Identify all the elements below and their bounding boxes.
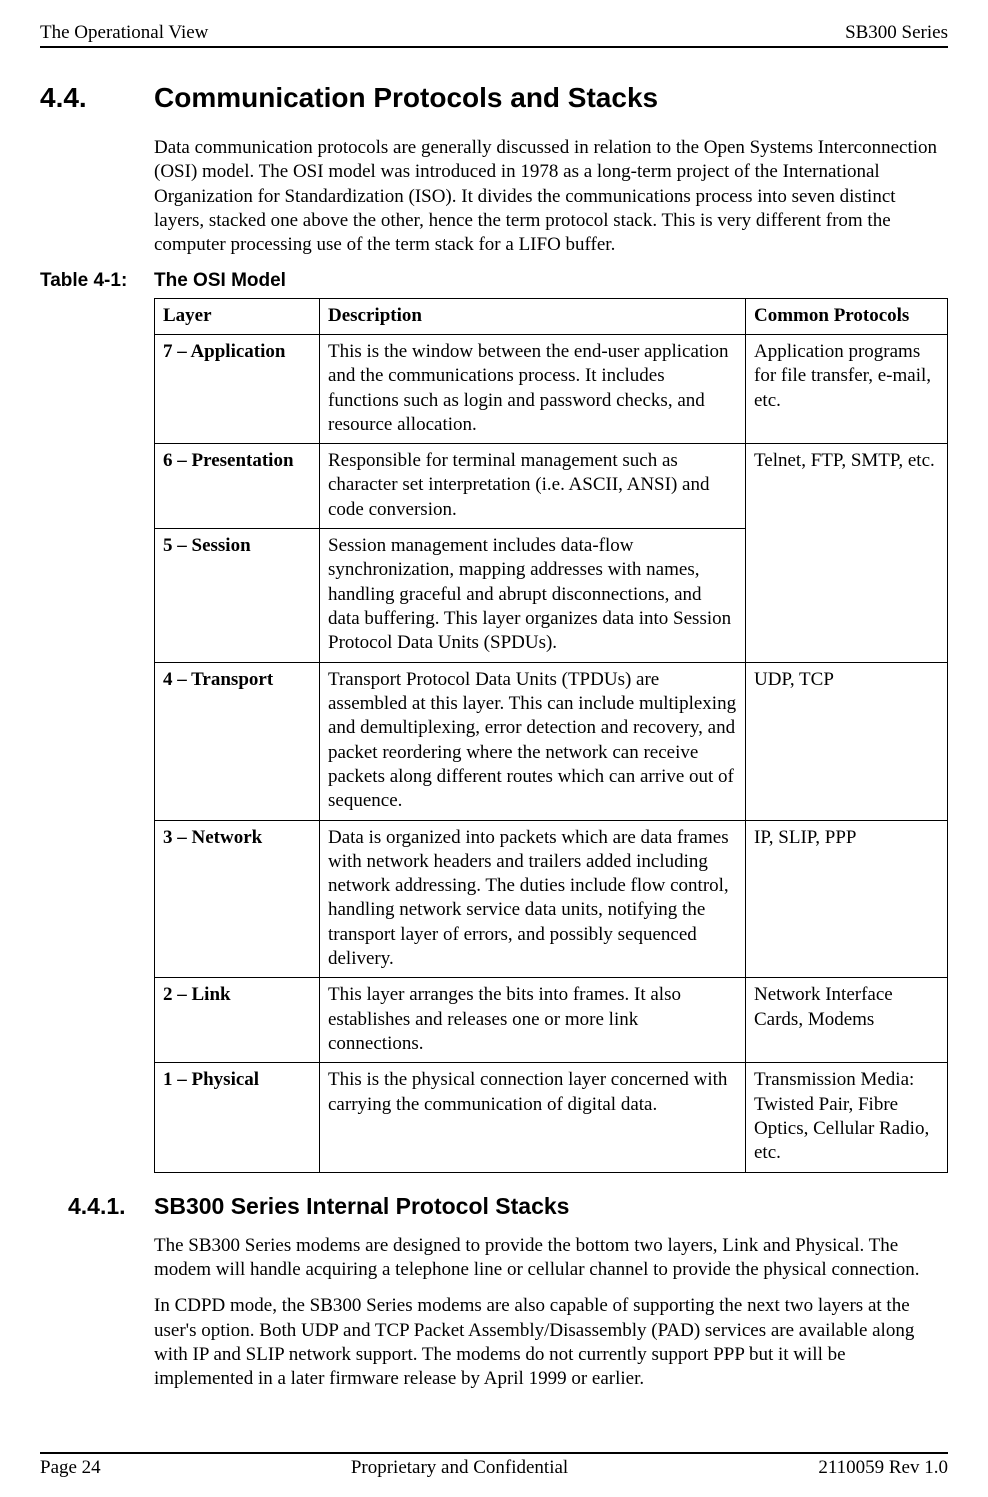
osi-table: Layer Description Common Protocols 7 – A… xyxy=(154,298,948,1173)
cell-description: Session management includes data-flow sy… xyxy=(320,529,746,663)
table-row: 3 – NetworkData is organized into packet… xyxy=(155,820,948,978)
cell-description: Responsible for terminal management such… xyxy=(320,444,746,529)
subsection-number: 4.4.1. xyxy=(40,1193,154,1220)
footer-right: 2110059 Rev 1.0 xyxy=(818,1457,948,1479)
cell-layer: 6 – Presentation xyxy=(155,444,320,529)
cell-layer: 1 – Physical xyxy=(155,1063,320,1172)
header-left: The Operational View xyxy=(40,22,208,44)
cell-description: Data is organized into packets which are… xyxy=(320,820,746,978)
cell-layer: 4 – Transport xyxy=(155,662,320,820)
table-row: 6 – PresentationResponsible for terminal… xyxy=(155,444,948,529)
cell-protocols: Telnet, FTP, SMTP, etc. xyxy=(746,444,948,663)
footer-center: Proprietary and Confidential xyxy=(351,1457,568,1479)
col-protocols: Common Protocols xyxy=(746,298,948,334)
table-row: 2 – LinkThis layer arranges the bits int… xyxy=(155,978,948,1063)
page-header: The Operational View SB300 Series xyxy=(40,22,948,48)
table-row: 4 – TransportTransport Protocol Data Uni… xyxy=(155,662,948,820)
cell-description: Transport Protocol Data Units (TPDUs) ar… xyxy=(320,662,746,820)
cell-layer: 2 – Link xyxy=(155,978,320,1063)
section-intro: Data communication protocols are general… xyxy=(154,136,940,258)
subsection-title: SB300 Series Internal Protocol Stacks xyxy=(154,1193,569,1220)
cell-protocols: Network Interface Cards, Modems xyxy=(746,978,948,1063)
header-right: SB300 Series xyxy=(845,22,948,44)
section-number: 4.4. xyxy=(40,82,154,114)
footer-left: Page 24 xyxy=(40,1457,101,1479)
table-caption: Table 4-1: The OSI Model xyxy=(40,270,948,292)
cell-protocols: IP, SLIP, PPP xyxy=(746,820,948,978)
section-title: Communication Protocols and Stacks xyxy=(154,82,658,114)
cell-layer: 7 – Application xyxy=(155,334,320,443)
table-label: Table 4-1: xyxy=(40,270,154,292)
cell-description: This is the physical connection layer co… xyxy=(320,1063,746,1172)
table-title: The OSI Model xyxy=(154,270,286,292)
section-heading: 4.4. Communication Protocols and Stacks xyxy=(40,82,948,114)
cell-layer: 5 – Session xyxy=(155,529,320,663)
table-row: 7 – ApplicationThis is the window betwee… xyxy=(155,334,948,443)
cell-protocols: Application programs for file transfer, … xyxy=(746,334,948,443)
body-paragraph: The SB300 Series modems are designed to … xyxy=(154,1234,940,1283)
table-header-row: Layer Description Common Protocols xyxy=(155,298,948,334)
col-description: Description xyxy=(320,298,746,334)
page-footer: Page 24 Proprietary and Confidential 211… xyxy=(40,1452,948,1479)
cell-protocols: UDP, TCP xyxy=(746,662,948,820)
cell-layer: 3 – Network xyxy=(155,820,320,978)
cell-protocols: Transmission Media: Twisted Pair, Fibre … xyxy=(746,1063,948,1172)
body-paragraph: In CDPD mode, the SB300 Series modems ar… xyxy=(154,1294,940,1391)
cell-description: This is the window between the end-user … xyxy=(320,334,746,443)
col-layer: Layer xyxy=(155,298,320,334)
cell-description: This layer arranges the bits into frames… xyxy=(320,978,746,1063)
table-row: 1 – PhysicalThis is the physical connect… xyxy=(155,1063,948,1172)
subsection-heading: 4.4.1. SB300 Series Internal Protocol St… xyxy=(40,1193,948,1220)
